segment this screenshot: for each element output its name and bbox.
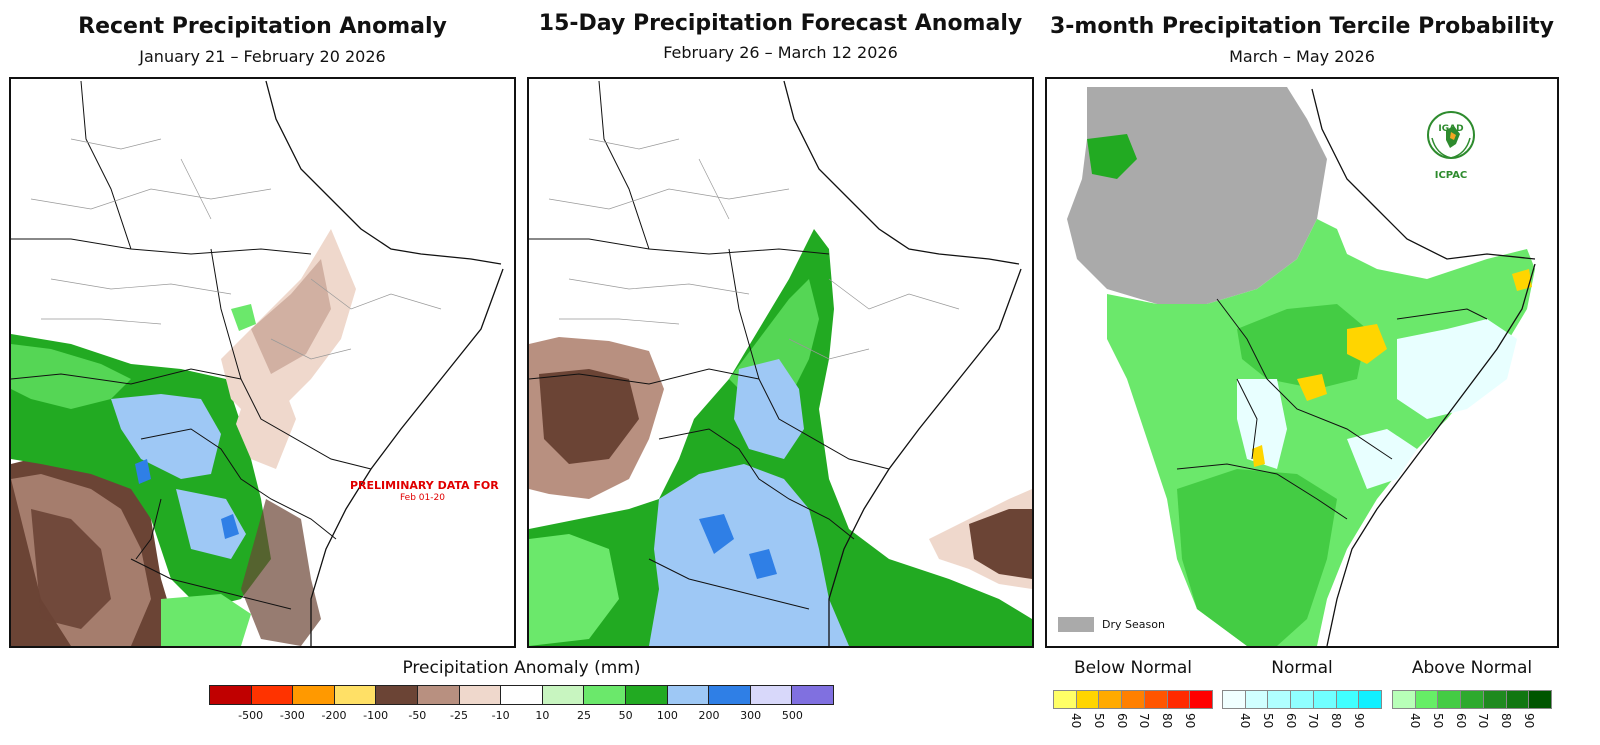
tercile-group-title: Normal: [1271, 658, 1333, 678]
panel3-subtitle: March – May 2026: [1229, 47, 1375, 66]
tercile-tick-label: 60: [1114, 713, 1129, 729]
tercile-color-swatch: [1076, 691, 1100, 708]
anomaly-tick-label: 50: [618, 709, 633, 722]
tercile-colorbar: [1053, 690, 1213, 709]
tercile-tick-label: 60: [1453, 713, 1468, 729]
igad-logo-text: IGAD: [1438, 124, 1464, 134]
tercile-tick-label: 80: [1499, 713, 1514, 729]
tercile-tick-label: 40: [1407, 713, 1422, 729]
tercile-color-swatch: [1336, 691, 1360, 708]
tercile-color-swatch: [1099, 691, 1123, 708]
anomaly-color-swatch: [376, 686, 418, 704]
tercile-tick-label: 80: [1160, 713, 1175, 729]
tercile-color-swatch: [1268, 691, 1292, 708]
preliminary-data-dates: Feb 01-20: [400, 493, 445, 503]
tercile-tick-label: 50: [1260, 713, 1275, 729]
anomaly-colorbar: [209, 685, 834, 705]
tercile-color-swatch: [1054, 691, 1077, 708]
anomaly-legend-title: Precipitation Anomaly (mm): [402, 658, 641, 678]
anomaly-tick-label: 10: [535, 709, 550, 722]
anomaly-color-swatch: [584, 686, 626, 704]
anomaly-color-swatch: [501, 686, 543, 704]
anomaly-tick-label: -25: [450, 709, 468, 722]
tercile-color-swatch: [1359, 691, 1382, 708]
tercile-tick-label: 60: [1283, 713, 1298, 729]
anomaly-color-swatch: [709, 686, 751, 704]
anomaly-color-swatch: [210, 686, 252, 704]
panel1-subtitle: January 21 – February 20 2026: [139, 47, 386, 66]
tercile-color-swatch: [1438, 691, 1462, 708]
tercile-color-swatch: [1313, 691, 1337, 708]
tercile-tick-label: 50: [1430, 713, 1445, 729]
panel3-title: 3-month Precipitation Tercile Probabilit…: [1049, 14, 1555, 39]
anomaly-tick-label: -10: [491, 709, 510, 722]
tercile-tick-label: 70: [1476, 713, 1491, 729]
tercile-color-swatch: [1245, 691, 1269, 708]
anomaly-color-swatch: [667, 686, 710, 704]
forecast-anomaly-map: [527, 77, 1034, 648]
tercile-color-swatch: [1144, 691, 1168, 708]
recent-anomaly-map: [9, 77, 516, 648]
tercile-tick-label: 50: [1091, 713, 1106, 729]
anomaly-color-swatch: [459, 686, 502, 704]
tercile-color-swatch: [1529, 691, 1552, 708]
icpac-logo-text: ICPAC: [1434, 170, 1468, 181]
tercile-color-swatch: [1506, 691, 1530, 708]
tercile-group-title: Below Normal: [1073, 658, 1193, 678]
tercile-tick-label: 90: [1352, 713, 1367, 729]
tercile-color-swatch: [1190, 691, 1213, 708]
anomaly-color-swatch: [251, 686, 294, 704]
tercile-color-swatch: [1291, 691, 1314, 708]
igad-icpac-logo: IGAD ICPAC: [1424, 108, 1478, 184]
tercile-group-title: Above Normal: [1411, 658, 1533, 678]
anomaly-color-swatch: [417, 686, 460, 704]
anomaly-color-swatch: [792, 686, 833, 704]
anomaly-tick-label: 200: [698, 709, 720, 722]
tercile-tick-label: 40: [1237, 713, 1252, 729]
anomaly-tick-label: -200: [321, 709, 347, 722]
anomaly-tick-label: 500: [781, 709, 803, 722]
tercile-tick-label: 80: [1329, 713, 1344, 729]
tercile-color-swatch: [1483, 691, 1507, 708]
anomaly-tick-label: -500: [238, 709, 264, 722]
anomaly-color-swatch: [750, 686, 793, 704]
tercile-color-swatch: [1393, 691, 1416, 708]
tercile-color-swatch: [1122, 691, 1145, 708]
tercile-color-swatch: [1223, 691, 1246, 708]
anomaly-tick-label: 100: [656, 709, 678, 722]
anomaly-color-swatch: [542, 686, 585, 704]
tercile-tick-label: 90: [1183, 713, 1198, 729]
preliminary-data-label: PRELIMINARY DATA FOR: [350, 479, 499, 492]
dry-season-swatch: [1058, 617, 1094, 632]
tercile-tick-label: 90: [1522, 713, 1537, 729]
panel1-title: Recent Precipitation Anomaly: [78, 14, 447, 39]
anomaly-tick-label: 300: [740, 709, 762, 722]
anomaly-tick-label: 25: [577, 709, 591, 722]
anomaly-color-swatch: [293, 686, 335, 704]
anomaly-color-swatch: [625, 686, 668, 704]
tercile-colorbar: [1222, 690, 1382, 709]
anomaly-color-swatch: [334, 686, 377, 704]
dry-season-legend: Dry Season: [1058, 617, 1165, 632]
tercile-tick-label: 70: [1306, 713, 1321, 729]
tercile-color-swatch: [1461, 691, 1484, 708]
panel2-title: 15-Day Precipitation Forecast Anomaly: [538, 11, 1023, 36]
tercile-tick-label: 70: [1137, 713, 1152, 729]
tercile-color-swatch: [1415, 691, 1439, 708]
anomaly-tick-label: -100: [363, 709, 389, 722]
tercile-probability-map: [1045, 77, 1559, 648]
dry-season-label: Dry Season: [1102, 618, 1165, 631]
anomaly-tick-label: -50: [408, 709, 427, 722]
panel2-subtitle: February 26 – March 12 2026: [663, 43, 898, 62]
tercile-colorbar: [1392, 690, 1552, 709]
anomaly-tick-label: -300: [279, 709, 305, 722]
tercile-color-swatch: [1167, 691, 1191, 708]
tercile-tick-label: 40: [1068, 713, 1083, 729]
